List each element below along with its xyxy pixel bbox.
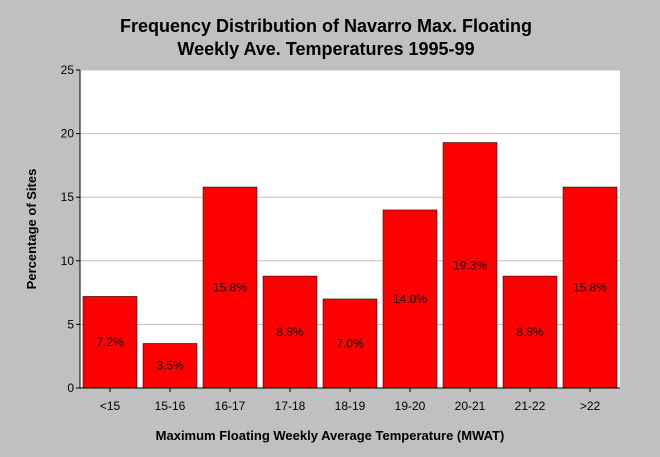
x-tick-label: 16-17 bbox=[215, 399, 246, 413]
bar bbox=[502, 275, 558, 389]
bar-data-label: 7.0% bbox=[336, 336, 364, 350]
x-tick-label: 19-20 bbox=[395, 399, 426, 413]
y-tick-label: 10 bbox=[61, 254, 75, 268]
y-tick-label: 20 bbox=[61, 127, 75, 141]
bars: 7.2% 3.5% 15.8% 8.8% 7.0% 14.0% 19.3% 8.8% 15.8% bbox=[82, 142, 618, 389]
bar bbox=[82, 296, 138, 389]
bar bbox=[262, 275, 318, 389]
y-axis-ticks: 0 5 10 15 20 25 bbox=[61, 63, 80, 395]
bar-data-label: 14.0% bbox=[393, 292, 427, 306]
x-tick-label: 21-22 bbox=[515, 399, 546, 413]
y-tick-label: 5 bbox=[67, 317, 74, 331]
y-tick-label: 15 bbox=[61, 190, 75, 204]
chart-title-line1: Frequency Distribution of Navarro Max. F… bbox=[120, 16, 532, 36]
x-tick-label: 15-16 bbox=[155, 399, 186, 413]
bar-data-label: 7.2% bbox=[96, 335, 124, 349]
bar bbox=[322, 298, 378, 389]
bar bbox=[442, 142, 498, 389]
x-tick-label: 17-18 bbox=[275, 399, 306, 413]
bar-data-label: 15.8% bbox=[573, 281, 607, 295]
bar-data-label: 8.8% bbox=[516, 325, 544, 339]
x-tick-label: >22 bbox=[580, 399, 601, 413]
bar bbox=[382, 209, 438, 389]
y-tick-label: 0 bbox=[67, 381, 74, 395]
x-axis-title: Maximum Floating Weekly Average Temperat… bbox=[156, 428, 505, 443]
chart-title-line2: Weekly Ave. Temperatures 1995-99 bbox=[177, 39, 474, 59]
x-tick-label: 20-21 bbox=[455, 399, 486, 413]
x-axis-ticks: <15 15-16 16-17 17-18 18-19 19-20 20-21 21-22 >2… bbox=[100, 388, 601, 413]
y-tick-label: 25 bbox=[61, 63, 75, 77]
bar-data-label: 8.8% bbox=[276, 325, 304, 339]
bar bbox=[202, 186, 258, 389]
x-tick-label: 18-19 bbox=[335, 399, 366, 413]
x-tick-label: <15 bbox=[100, 399, 121, 413]
bar-data-label: 15.8% bbox=[213, 281, 247, 295]
bar-data-label: 19.3% bbox=[453, 258, 487, 272]
y-axis-title: Percentage of Sites bbox=[24, 169, 39, 290]
bar bbox=[142, 343, 198, 389]
bar-data-label: 3.5% bbox=[156, 359, 184, 373]
